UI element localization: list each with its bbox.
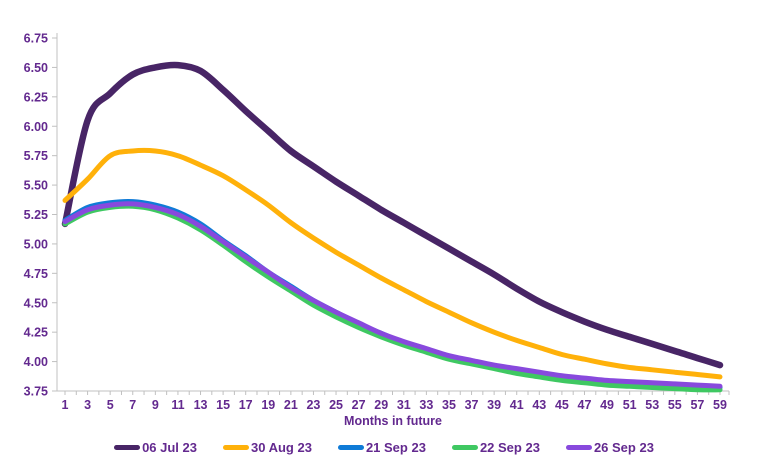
y-tick-label: 3.75	[24, 385, 48, 399]
chart-legend: 06 Jul 23 30 Aug 23 21 Sep 23 22 Sep 23 26 S…	[0, 440, 768, 455]
series-line-22-sep-23	[62, 203, 723, 393]
x-tick-label: 13	[194, 398, 208, 412]
y-tick-label: 5.25	[24, 208, 48, 222]
plot-area: 6.75 6.50 6.25 6.00 5.75 5.50 5.25 5.00 4.75 4.50…	[24, 32, 730, 412]
y-tick-label: 6.25	[24, 90, 48, 104]
legend-item-06-jul-23: 06 Jul 23	[114, 440, 197, 455]
x-tick-label: 51	[623, 398, 637, 412]
x-tick-label: 3	[84, 398, 91, 412]
legend-marker-icon	[337, 445, 364, 450]
x-tick-label: 55	[668, 398, 682, 412]
y-tick-label: 5.00	[24, 237, 48, 251]
x-tick-label: 43	[532, 398, 546, 412]
series-line-21-sep-23	[62, 198, 723, 390]
legend-label: 06 Jul 23	[142, 440, 197, 455]
x-tick-label: 33	[419, 398, 433, 412]
x-tick-label: 23	[306, 398, 320, 412]
legend-item-22-sep-23: 22 Sep 23	[451, 440, 540, 455]
x-tick-label: 11	[171, 398, 184, 412]
y-tick-label: 6.75	[24, 32, 48, 46]
legend-marker-icon	[114, 445, 141, 450]
y-tick-label: 4.75	[24, 267, 48, 281]
legend-item-21-sep-23: 21 Sep 23	[337, 440, 426, 455]
x-tick-label: 31	[397, 398, 411, 412]
series-line-26-sep-23	[62, 201, 723, 389]
y-tick-label: 5.75	[24, 149, 48, 163]
legend-label: 21 Sep 23	[365, 440, 426, 455]
x-axis-title: Months in future	[344, 414, 442, 428]
x-tick-label: 5	[107, 398, 114, 412]
x-tick-label: 39	[487, 398, 501, 412]
legend-marker-icon	[565, 445, 592, 450]
x-tick-label: 53	[645, 398, 659, 412]
legend-label: 30 Aug 23	[251, 440, 312, 455]
x-tick-label: 35	[442, 398, 456, 412]
y-tick-label: 4.25	[24, 326, 48, 340]
legend-marker-icon	[223, 445, 249, 450]
x-tick-label: 47	[578, 398, 592, 412]
legend-marker-icon	[451, 445, 478, 450]
x-tick-label: 27	[352, 398, 366, 412]
y-tick-label: 5.50	[24, 179, 48, 193]
series-line-06-jul-23	[61, 61, 724, 369]
x-tick-label: 49	[600, 398, 614, 412]
x-tick-label: 7	[129, 398, 136, 412]
x-tick-label: 57	[690, 398, 704, 412]
x-tick-label: 9	[152, 398, 159, 412]
legend-item-26-sep-23: 26 Sep 23	[565, 440, 654, 455]
x-tick-label: 37	[465, 398, 479, 412]
y-tick-label: 4.00	[24, 355, 48, 369]
y-tick-label: 6.00	[24, 120, 48, 134]
x-tick-label: 25	[329, 398, 343, 412]
x-tick-label: 15	[216, 398, 230, 412]
legend-item-30-aug-23: 30 Aug 23	[223, 440, 312, 455]
x-tick-label: 19	[261, 398, 275, 412]
x-tick-label: 17	[239, 398, 253, 412]
x-tick-label: 59	[713, 398, 727, 412]
legend-label: 26 Sep 23	[593, 440, 654, 455]
series-line-30-aug-23	[62, 147, 723, 380]
y-tick-label: 4.50	[24, 296, 48, 310]
y-tick-label: 6.50	[24, 61, 48, 75]
x-tick-label: 45	[555, 398, 569, 412]
legend-label: 22 Sep 23	[479, 440, 540, 455]
x-tick-label: 1	[62, 398, 69, 412]
x-tick-label: 29	[374, 398, 388, 412]
x-tick-label: 41	[510, 398, 524, 412]
x-tick-label: 21	[284, 398, 298, 412]
